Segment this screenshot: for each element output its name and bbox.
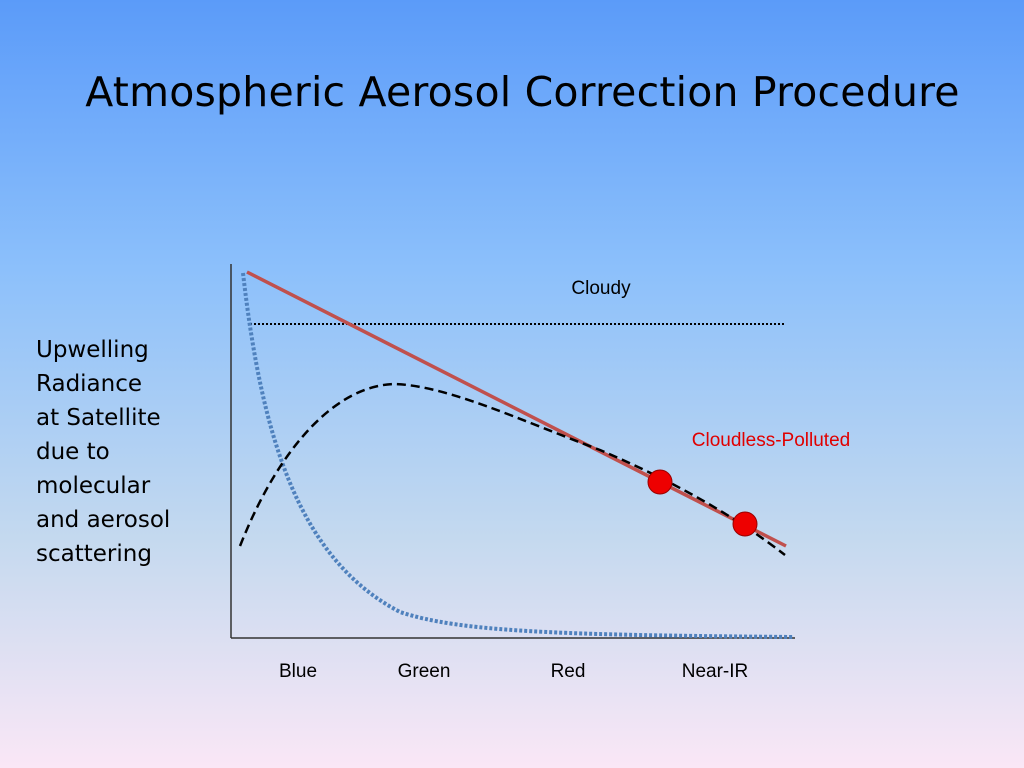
x-category-label: Red: [551, 661, 586, 682]
cloudless-polluted-label: Cloudless-Polluted: [692, 430, 850, 451]
x-category-label: Green: [398, 661, 451, 682]
x-category-label: Blue: [279, 661, 317, 682]
aerosol-scattering-curve: [238, 382, 786, 556]
y-axis-label-line: molecular: [36, 473, 151, 499]
marker-point: [647, 469, 673, 495]
y-axis-label: Upwelling Radiance at Satellite due to m…: [36, 333, 216, 571]
y-axis-label-line: scattering: [36, 541, 152, 567]
y-axis-label-line: at Satellite: [36, 405, 161, 431]
slide-title: Atmospheric Aerosol Correction Procedure: [85, 68, 960, 116]
cloudy-label: Cloudy: [571, 278, 631, 299]
y-axis-label-line: and aerosol: [36, 507, 171, 533]
cloudless-polluted-line: [246, 270, 787, 548]
y-axis-label-line: Upwelling: [36, 337, 149, 363]
x-category-label: Near-IR: [682, 661, 749, 682]
y-axis-label-line: due to: [36, 439, 110, 465]
molecular-scattering-curve: [241, 272, 795, 639]
y-axis-label-line: Radiance: [36, 371, 143, 397]
marker-point: [732, 511, 758, 537]
